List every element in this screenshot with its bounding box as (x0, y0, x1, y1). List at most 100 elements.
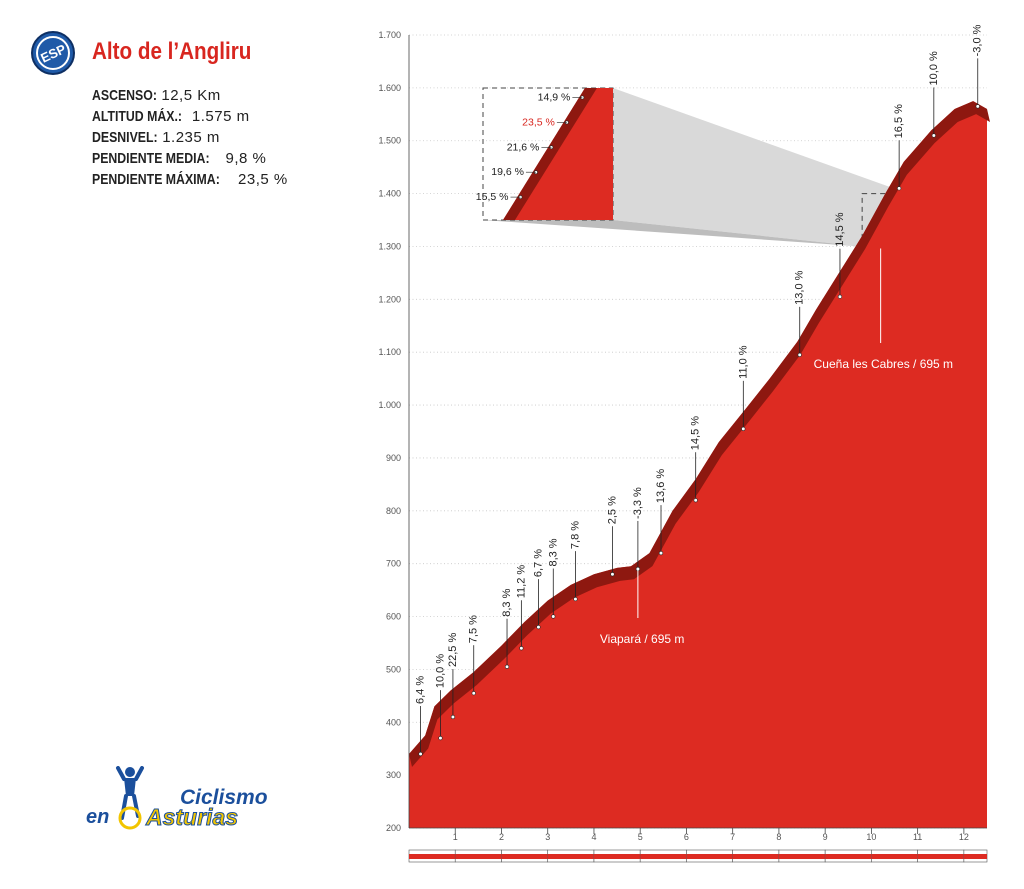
stat-value: 1.575 m (191, 108, 250, 125)
gradient-label: 7,8 % (569, 521, 581, 549)
gradient-dot (797, 352, 802, 357)
y-tick-label: 1.000 (378, 400, 401, 410)
x-tick-label: 1 (453, 832, 458, 842)
y-tick-label: 200 (386, 823, 401, 833)
gradient-label: 22,5 % (447, 633, 459, 667)
stat-label: ASCENSO: (92, 87, 157, 104)
gradient-markers: 6,4 %10,0 %22,5 %7,5 %8,3 %11,2 %6,7 % 8,… (415, 24, 984, 757)
stat-value: 12,5 Km (161, 87, 221, 104)
km-scale-bar (917, 854, 964, 859)
cyclist-icon (116, 766, 144, 830)
gradient-label: 16,5 % (893, 104, 905, 138)
gradient-dot (573, 596, 578, 602)
gradient-label: 8,3 % (547, 538, 559, 566)
esp-logo-icon: ESP (31, 31, 75, 75)
km-scale-bar (732, 854, 779, 859)
km-scale-bar (963, 854, 987, 859)
x-tick-label: 10 (866, 832, 876, 842)
gradient-label: 8,3 % (501, 588, 513, 616)
brand-en: en (86, 806, 110, 828)
x-tick-label: 9 (823, 832, 828, 842)
gradient-label: -3,3 % (632, 487, 644, 519)
km-scale-bar (501, 854, 548, 859)
climb-stats: ASCENSO: 12,5 Km ALTITUD MÁX.: 1.575 m D… (92, 85, 288, 190)
zoom-inset: 15,5 % 19,6 % 21,6 % 23,5 % 14,9 % (476, 87, 909, 247)
gradient-label: 6,4 % (415, 676, 427, 704)
gradient-dot (471, 691, 476, 696)
zoom-profile-edge (503, 88, 597, 220)
km-scale-bar (871, 854, 918, 859)
gradient-label: 14,5 % (834, 212, 846, 246)
gradient-label: 13,6 % (655, 469, 667, 503)
stat-pendiente-media: PENDIENTE MEDIA: 9,8 % (92, 148, 288, 169)
x-tick-label: 2 (499, 832, 504, 842)
zoom-gradient-label: 23,5 % (522, 116, 555, 128)
gradient-label: 6,7 % (532, 549, 544, 577)
gradient-dot (931, 133, 936, 138)
x-tick-label: 6 (684, 832, 689, 842)
stat-label: ALTITUD MÁX.: (92, 108, 182, 125)
x-tick-label: 7 (730, 832, 735, 842)
brand-ciclismo: Ciclismo (180, 786, 268, 809)
ciclismo-en-asturias-logo: Ciclismo en Asturias (86, 766, 306, 836)
stat-pendiente-maxima: PENDIENTE MÁXIMA: 23,5 % (92, 169, 288, 190)
climb-title: Alto de l’Angliru (92, 38, 252, 65)
x-tick-label: 4 (591, 832, 596, 842)
gradient-label: 13,0 % (794, 270, 806, 304)
y-tick-label: 300 (386, 770, 401, 780)
x-tick-label: 5 (638, 832, 643, 842)
stat-desnivel: DESNIVEL: 1.235 m (92, 127, 288, 148)
gradient-dot (551, 614, 556, 619)
x-tick-label: 11 (913, 832, 922, 842)
gradient-label: 10,0 % (434, 654, 446, 688)
x-tick-label: 12 (959, 832, 969, 842)
zoom-gradient-label: 14,9 % (538, 91, 571, 103)
zoom-gradient-label: 21,6 % (507, 141, 540, 153)
gradient-label: 7,5 % (468, 615, 480, 643)
brand-asturias: Asturias (145, 804, 239, 831)
y-tick-label: 1.200 (378, 294, 401, 304)
y-tick-label: 800 (386, 506, 401, 516)
gradient-dot (536, 625, 541, 630)
gradient-dot (504, 664, 510, 669)
x-tick-label: 8 (776, 832, 781, 842)
gradient-label: 2,5 % (606, 496, 618, 524)
stat-value: 23,5 % (238, 171, 288, 188)
axis-layer: 200 300 400 500 600 700 800 900 1.000 1.100 1.200 1… (378, 30, 988, 863)
y-tick-label: 1.100 (378, 347, 401, 357)
km-scale-bar (686, 854, 733, 859)
stat-label: DESNIVEL: (92, 129, 158, 146)
annotation-label: Cueña les Cabres / 695 m (814, 357, 953, 371)
gradient-dot (837, 294, 843, 299)
gradient-dot (975, 104, 980, 109)
y-tick-label: 700 (386, 559, 401, 569)
y-tick-label: 1.600 (378, 83, 401, 93)
y-tick-label: 400 (386, 717, 401, 727)
gradient-dot (658, 550, 664, 556)
stat-label: PENDIENTE MÁXIMA: (92, 171, 220, 188)
km-scale-bar (778, 854, 826, 859)
km-scale-bar (640, 854, 687, 859)
y-tick-label: 900 (386, 453, 401, 463)
km-scale-bar (455, 854, 502, 859)
gradient-dot (438, 736, 443, 741)
profile-edge-band (409, 101, 990, 767)
gradient-dot (610, 572, 615, 577)
profile-area (409, 101, 990, 829)
stat-altitud-max: ALTITUD MÁX.: 1.575 m (92, 106, 288, 127)
zoom-gradient-label: 15,5 % (476, 191, 509, 203)
stat-label: PENDIENTE MEDIA: (92, 150, 210, 167)
gradient-dot (418, 751, 423, 757)
zoom-gradient-label: 19,6 % (491, 166, 524, 178)
stat-value: 1.235 m (162, 129, 220, 146)
y-tick-label: 1.400 (378, 189, 401, 199)
km-scale-bar (825, 854, 872, 859)
gradient-dot (519, 646, 524, 651)
gradient-label: 11,0 % (737, 345, 749, 379)
annotation-label: Viapará / 695 m (600, 632, 685, 646)
stat-value: 9,8 % (225, 150, 267, 167)
y-tick-label: 1.300 (378, 241, 401, 251)
gradient-dot (897, 186, 902, 191)
x-tick-label: 3 (545, 832, 550, 842)
